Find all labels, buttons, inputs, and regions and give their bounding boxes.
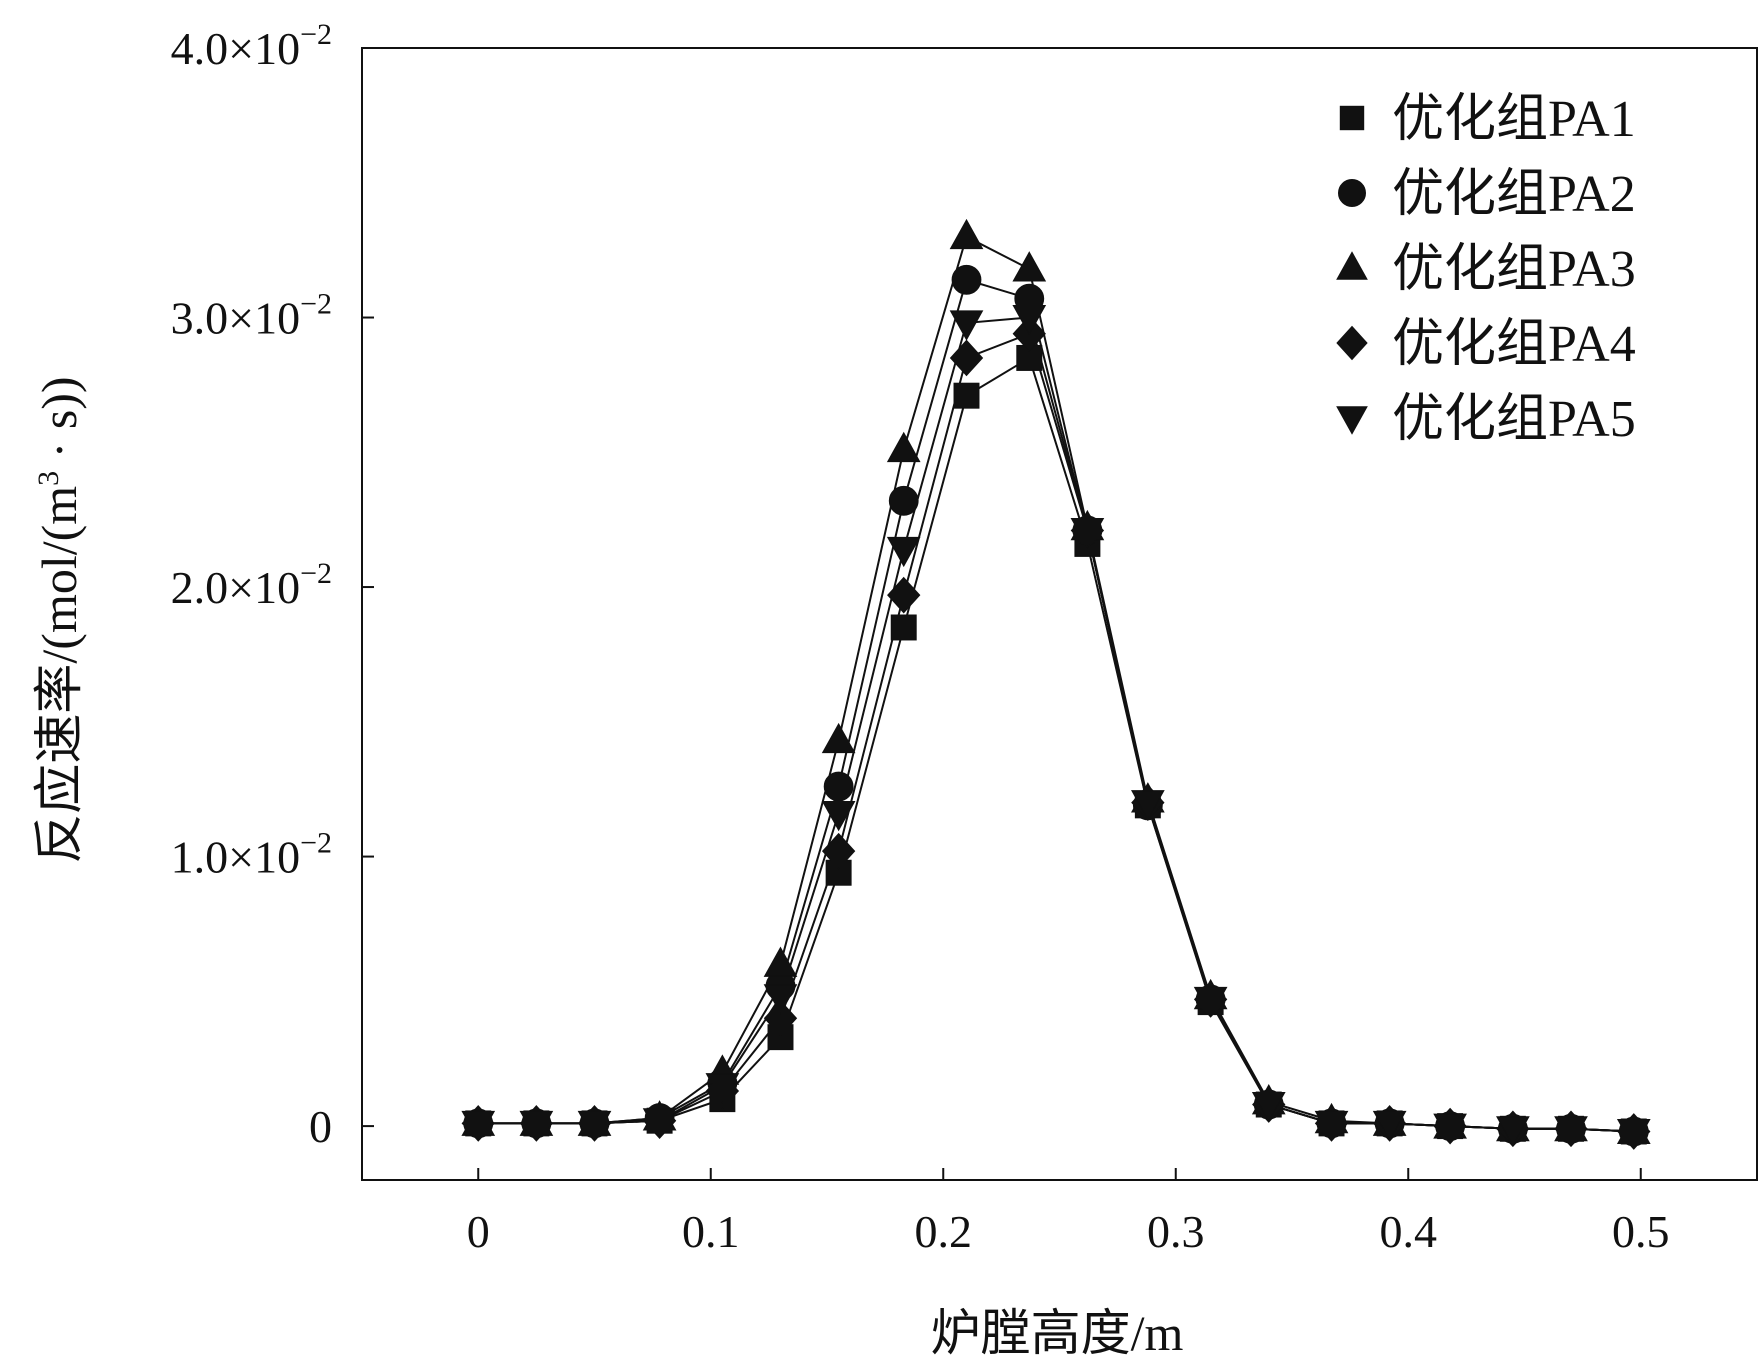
x-tick-label: 0.2 (915, 1206, 973, 1257)
x-tick-label: 0.3 (1147, 1206, 1205, 1257)
data-point (1012, 251, 1047, 282)
data-point (949, 218, 984, 250)
legend: 优化组PA1 优化组PA2 优化组PA3 优化组PA4 优化组PA5 (1336, 91, 1636, 448)
y-tick-label: 1.0×10−2 (171, 827, 332, 883)
data-point (949, 339, 984, 377)
data-point (823, 771, 854, 802)
legend-entry: 优化组PA4 (1336, 316, 1636, 373)
x-tick-label: 0 (467, 1206, 490, 1257)
data-point (461, 1110, 496, 1142)
data-point (887, 576, 921, 614)
data-point (1372, 1110, 1407, 1142)
legend-entry: 优化组PA5 (1336, 391, 1636, 448)
legend-marker (1338, 179, 1366, 207)
plot-area-border (361, 47, 1758, 1181)
series-line-1 (478, 356, 1634, 1133)
x-axis-title: 炉膛高度/m (931, 1305, 1184, 1361)
series-5-markers (461, 305, 1651, 1150)
data-point (1193, 986, 1228, 1018)
data-point (949, 310, 984, 341)
data-point (763, 946, 798, 977)
data-point (642, 1108, 677, 1139)
data-point (821, 722, 856, 754)
data-point (763, 999, 798, 1037)
legend-label: 优化组PA3 (1392, 241, 1636, 298)
data-point (886, 431, 921, 463)
data-point (888, 485, 919, 516)
data-point (821, 800, 856, 832)
data-point (1131, 790, 1165, 821)
legend-label: 优化组PA1 (1392, 91, 1636, 148)
legend-entry: 优化组PA1 (1339, 91, 1636, 148)
series-line-4 (478, 332, 1634, 1133)
legend-marker (1339, 105, 1365, 131)
data-point (519, 1110, 554, 1142)
x-tick-label: 0.1 (682, 1206, 740, 1257)
x-axis: 0 0.1 0.2 0.3 0.4 0.5 (467, 1168, 1670, 1257)
data-point (886, 536, 921, 568)
data-point (821, 832, 856, 870)
legend-entry: 优化组PA2 (1338, 166, 1636, 223)
y-tick-label: 0 (309, 1101, 332, 1152)
y-axis: 0 1.0×10−2 2.0×10−2 3.0×10−2 4.0×10−2 (171, 18, 374, 1152)
x-tick-label: 0.5 (1612, 1206, 1670, 1257)
y-tick-label: 4.0×10−2 (171, 18, 332, 74)
legend-marker (1336, 251, 1368, 280)
data-point (1314, 1110, 1349, 1142)
legend-marker (1336, 406, 1368, 435)
data-point (1251, 1092, 1286, 1123)
x-tick-label: 0.4 (1380, 1206, 1438, 1257)
plot-frame (361, 47, 1758, 1181)
data-point (1616, 1118, 1651, 1150)
series-1-markers (465, 344, 1647, 1145)
legend-label: 优化组PA5 (1392, 391, 1636, 448)
y-tick-label: 2.0×10−2 (171, 557, 332, 613)
legend-marker (1336, 325, 1368, 361)
series-markers (461, 218, 1651, 1150)
y-axis-title: 反应速率/(mol/(m3 · s)) (31, 376, 87, 863)
data-point (1070, 517, 1105, 549)
data-point (1433, 1113, 1467, 1144)
data-point (705, 1073, 740, 1104)
data-point (763, 984, 798, 1015)
legend-label: 优化组PA4 (1392, 316, 1636, 373)
data-point (953, 382, 980, 409)
data-point (577, 1110, 612, 1142)
data-point (890, 614, 917, 641)
legend-entry: 优化组PA3 (1336, 241, 1636, 298)
y-tick-label: 3.0×10−2 (171, 288, 332, 344)
data-point (1496, 1116, 1530, 1147)
data-point (1554, 1116, 1588, 1147)
data-point (1012, 305, 1047, 336)
data-point (951, 264, 982, 295)
legend-label: 优化组PA2 (1392, 166, 1636, 223)
